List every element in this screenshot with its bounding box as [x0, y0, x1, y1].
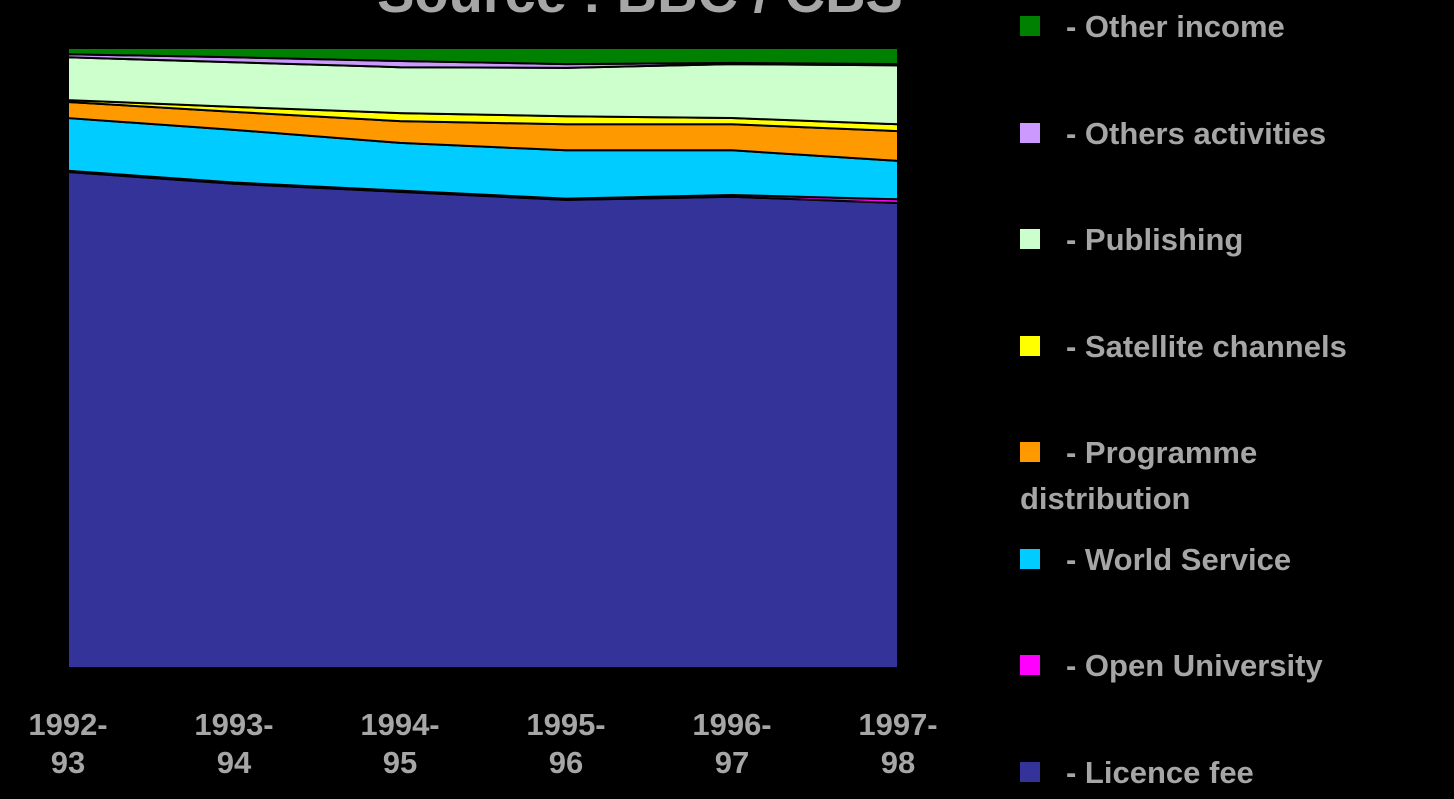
legend-label: - Open University [1066, 648, 1323, 683]
legend-label: - World Service [1066, 541, 1292, 577]
legend-swatch [1020, 655, 1040, 675]
legend-swatch [1020, 548, 1040, 569]
legend-item: - Programme distribution [1020, 430, 1430, 522]
x-tick-label: 1996-97 [692, 707, 772, 780]
x-tick-label: 1992-93 [28, 707, 108, 780]
legend-item: - Publishing [1020, 217, 1430, 263]
x-tick-label: 1995-96 [526, 707, 606, 780]
legend-swatch [1020, 761, 1040, 782]
legend-swatch [1020, 122, 1040, 143]
area [67, 47, 899, 66]
legend-label: - Licence fee [1066, 754, 1254, 790]
legend-item: - Licence fee [1020, 750, 1430, 796]
legend-swatch [1020, 335, 1040, 356]
legend-label: - Satellite channels [1066, 328, 1347, 364]
legend-item: - Open University [1020, 643, 1430, 689]
x-tick-label: 1994-95 [360, 707, 440, 780]
legend-label: - Publishing [1066, 222, 1244, 257]
legend-label: - Other income [1066, 9, 1285, 44]
legend-item: - Others activities [1020, 111, 1430, 157]
legend-item: - Other income [1020, 4, 1430, 50]
chart-title: Source : BBC / CBS [377, 0, 903, 24]
legend-label: - Programme distribution [1020, 435, 1258, 516]
legend-item: - Satellite channels [1020, 324, 1430, 370]
legend-item: - World Service [1020, 537, 1430, 583]
legend-label: - Others activities [1066, 115, 1327, 151]
legend-swatch [1020, 16, 1040, 36]
x-tick-label: 1997-98 [858, 707, 938, 780]
x-tick-label: 1993-94 [194, 707, 274, 780]
legend-swatch [1020, 442, 1040, 462]
legend-swatch [1020, 229, 1040, 249]
area [67, 171, 899, 669]
